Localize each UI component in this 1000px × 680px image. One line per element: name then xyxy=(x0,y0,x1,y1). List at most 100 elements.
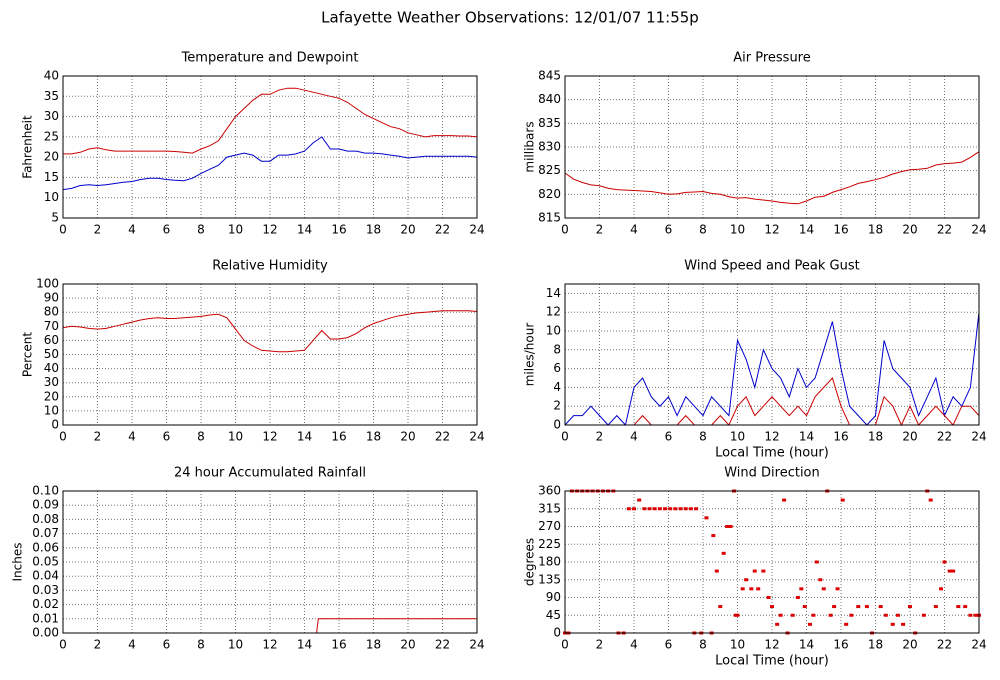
y-tick-label: 0.04 xyxy=(32,569,59,583)
x-tick-label: 18 xyxy=(868,430,883,444)
x-tick-label: 2 xyxy=(94,638,102,652)
data-point xyxy=(814,560,819,564)
y-tick-label: 50 xyxy=(44,347,59,361)
y-tick-label: 0.05 xyxy=(32,555,59,569)
data-point xyxy=(637,498,642,502)
x-tick-label: 16 xyxy=(833,638,848,652)
data-point xyxy=(928,498,933,502)
y-tick-label: 5 xyxy=(51,211,59,225)
x-tick-label: 4 xyxy=(630,430,638,444)
y-tick-label: 0.10 xyxy=(32,484,59,498)
data-point xyxy=(849,613,854,617)
y-axis-label: miles/hour xyxy=(523,323,537,387)
data-point xyxy=(878,605,883,609)
data-line xyxy=(62,136,478,191)
data-line xyxy=(564,312,980,427)
data-point xyxy=(942,560,947,564)
x-tick-label: 8 xyxy=(699,223,707,237)
y-tick-label: 315 xyxy=(538,501,561,515)
x-tick-label: 24 xyxy=(971,223,986,237)
y-tick-label: 0 xyxy=(51,418,59,432)
data-point xyxy=(864,605,869,609)
chart-title: Wind Speed and Peak Gust xyxy=(684,259,859,274)
x-tick-label: 6 xyxy=(665,638,673,652)
x-tick-label: 22 xyxy=(937,430,952,444)
data-point xyxy=(890,622,895,626)
data-point xyxy=(901,622,906,626)
data-point xyxy=(683,507,688,511)
data-point xyxy=(728,525,733,528)
x-tick-label: 2 xyxy=(596,430,604,444)
x-tick-label: 24 xyxy=(469,638,484,652)
x-tick-label: 22 xyxy=(937,223,952,237)
x-tick-label: 4 xyxy=(630,223,638,237)
y-tick-label: 80 xyxy=(44,305,59,319)
y-tick-label: 4 xyxy=(553,380,561,394)
chart-panel: Temperature and Dewpoint 5 10 15 20 25 30 35 40 0… xyxy=(21,51,485,237)
y-tick-label: 40 xyxy=(44,361,59,375)
y-tick-label: 15 xyxy=(44,170,59,184)
data-point xyxy=(947,569,952,573)
data-point xyxy=(828,613,833,617)
data-point xyxy=(778,613,783,617)
x-tick-label: 18 xyxy=(366,430,381,444)
data-point xyxy=(761,569,766,573)
data-point xyxy=(799,587,804,591)
x-tick-label: 14 xyxy=(799,223,814,237)
x-tick-label: 4 xyxy=(630,638,638,652)
data-point xyxy=(749,587,754,591)
x-tick-label: 12 xyxy=(262,638,277,652)
x-tick-label: 24 xyxy=(971,638,986,652)
data-point xyxy=(688,507,693,511)
plot-frame xyxy=(564,490,980,634)
x-tick-label: 0 xyxy=(59,638,67,652)
x-tick-label: 18 xyxy=(366,638,381,652)
x-tick-label: 8 xyxy=(699,638,707,652)
data-point xyxy=(718,605,723,609)
data-point xyxy=(766,596,771,599)
y-tick-label: 0.06 xyxy=(32,540,59,554)
x-tick-label: 20 xyxy=(902,430,917,444)
x-tick-label: 10 xyxy=(730,223,745,237)
x-tick-label: 12 xyxy=(764,638,779,652)
x-tick-label: 6 xyxy=(163,223,171,237)
x-tick-label: 24 xyxy=(469,223,484,237)
x-axis-label: Local Time (hour) xyxy=(715,446,829,461)
data-point xyxy=(811,613,816,617)
plot-frame xyxy=(564,283,980,426)
data-point xyxy=(832,605,837,609)
data-point xyxy=(963,605,968,609)
y-tick-label: 12 xyxy=(546,305,561,319)
y-tick-label: 0.01 xyxy=(32,611,59,625)
x-tick-label: 2 xyxy=(94,223,102,237)
x-tick-label: 16 xyxy=(331,430,346,444)
y-tick-label: 830 xyxy=(538,140,561,154)
y-tick-label: 35 xyxy=(44,89,59,103)
x-tick-label: 0 xyxy=(561,223,569,237)
x-tick-label: 22 xyxy=(435,430,450,444)
x-tick-label: 12 xyxy=(764,223,779,237)
x-tick-label: 18 xyxy=(868,223,883,237)
x-tick-label: 16 xyxy=(331,638,346,652)
y-tick-label: 360 xyxy=(538,484,561,498)
x-tick-label: 4 xyxy=(128,638,136,652)
data-point xyxy=(951,569,956,573)
x-tick-label: 4 xyxy=(128,430,136,444)
x-tick-label: 0 xyxy=(561,430,569,444)
plot-frame xyxy=(62,283,478,426)
chart-title: 24 hour Accumulated Rainfall xyxy=(174,466,366,481)
x-tick-label: 14 xyxy=(297,638,312,652)
x-tick-label: 14 xyxy=(799,638,814,652)
y-tick-label: 90 xyxy=(44,291,59,305)
data-point xyxy=(807,622,812,626)
x-tick-label: 22 xyxy=(937,638,952,652)
data-point xyxy=(642,507,647,511)
y-axis-label: millibars xyxy=(523,121,537,172)
data-point xyxy=(883,613,888,617)
y-tick-label: 20 xyxy=(44,150,59,164)
data-point xyxy=(735,613,740,617)
data-point xyxy=(626,507,631,511)
data-point xyxy=(956,605,961,609)
